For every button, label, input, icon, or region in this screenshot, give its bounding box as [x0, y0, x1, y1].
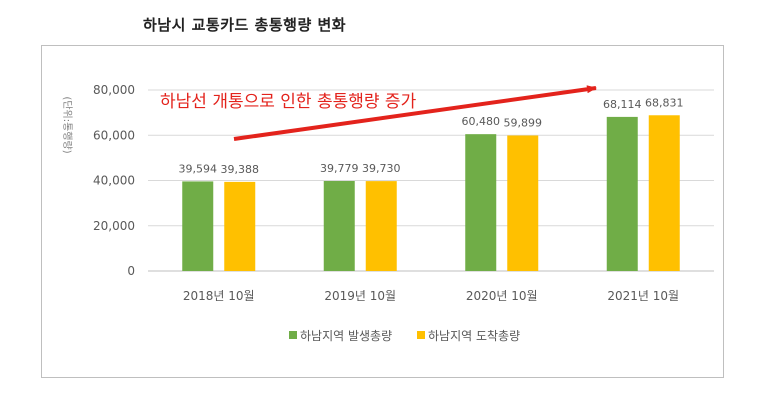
data-label: 39,730: [362, 162, 401, 175]
data-label: 39,594: [179, 162, 218, 175]
data-label: 39,388: [221, 163, 260, 176]
legend-label: 하남지역 도착총량: [428, 329, 520, 343]
bar: [365, 181, 397, 271]
data-label: 60,480: [462, 115, 501, 128]
bar: [182, 181, 214, 271]
bars: [182, 115, 680, 271]
x-axis: 2018년 10월 2019년 10월 2020년 10월 2021년 10월: [183, 289, 679, 303]
data-label: 59,899: [504, 116, 543, 129]
data-label: 68,831: [645, 96, 684, 109]
bar: [606, 116, 638, 271]
x-tick-label: 2019년 10월: [324, 289, 396, 303]
legend-swatch: [417, 331, 425, 339]
data-label: 68,114: [603, 98, 642, 111]
legend-label: 하남지역 발생총량: [300, 329, 392, 343]
annotation-text: 하남선 개통으로 인한 총통행량 증가: [160, 92, 417, 112]
x-tick-label: 2020년 10월: [466, 289, 538, 303]
y-axis-label: (단위:통행량): [61, 96, 74, 153]
bar: [648, 115, 680, 271]
page-title: 하남시 교통카드 총통행량 변화: [143, 16, 347, 34]
y-tick-label: 40,000: [93, 174, 135, 188]
y-tick-label: 80,000: [93, 83, 135, 97]
y-tick-label: 60,000: [93, 128, 135, 142]
legend: 하남지역 발생총량 하남지역 도착총량: [289, 329, 520, 343]
trend-arrow: [233, 85, 597, 141]
bar: [465, 134, 497, 271]
data-label: 39,779: [320, 162, 359, 175]
y-tick-label: 0: [127, 264, 135, 278]
legend-swatch: [289, 331, 297, 339]
y-axis: 0 20,000 40,000 60,000 80,000: [93, 83, 135, 278]
bar: [224, 181, 256, 271]
y-tick-label: 20,000: [93, 219, 135, 233]
bar: [507, 135, 539, 271]
bar: [323, 181, 355, 271]
data-labels: 39,594 39,388 39,779 39,730 60,480 59,899 68,1…: [179, 96, 684, 176]
x-tick-label: 2021년 10월: [607, 289, 679, 303]
x-tick-label: 2018년 10월: [183, 289, 255, 303]
